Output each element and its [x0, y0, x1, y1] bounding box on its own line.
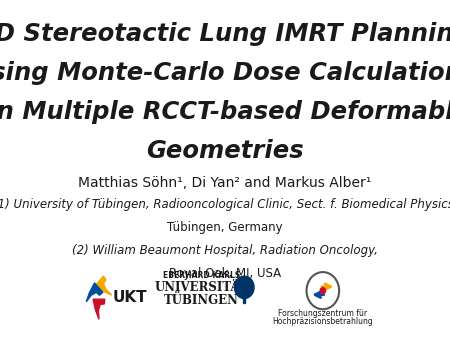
Text: on Multiple RCCT-based Deformable: on Multiple RCCT-based Deformable: [0, 100, 450, 124]
Text: (1) University of Tübingen, Radiooncological Clinic, Sect. f. Biomedical Physics: (1) University of Tübingen, Radiooncolog…: [0, 198, 450, 211]
Bar: [243, 292, 245, 303]
Polygon shape: [95, 276, 112, 295]
Text: Tübingen, Germany: Tübingen, Germany: [167, 221, 283, 234]
Text: Royal Oak, MI, USA: Royal Oak, MI, USA: [169, 267, 281, 280]
Polygon shape: [86, 283, 103, 302]
Text: 4D Stereotactic Lung IMRT Planning: 4D Stereotactic Lung IMRT Planning: [0, 22, 450, 46]
Text: Matthias Söhn¹, Di Yan² and Markus Alber¹: Matthias Söhn¹, Di Yan² and Markus Alber…: [78, 176, 372, 190]
Circle shape: [234, 276, 254, 298]
Polygon shape: [93, 299, 105, 319]
Text: UNIVERSITÄT: UNIVERSITÄT: [154, 281, 248, 294]
Text: UKT: UKT: [112, 290, 147, 305]
Text: EBERHARD KARLS: EBERHARD KARLS: [162, 271, 240, 280]
Text: (2) William Beaumont Hospital, Radiation Oncology,: (2) William Beaumont Hospital, Radiation…: [72, 244, 378, 257]
Text: Geometries: Geometries: [146, 139, 304, 163]
Text: Hochpräzisionsbetrahlung: Hochpräzisionsbetrahlung: [272, 317, 373, 326]
Text: Forschungszentrum für: Forschungszentrum für: [278, 309, 367, 318]
Text: using Monte-Carlo Dose Calculations: using Monte-Carlo Dose Calculations: [0, 61, 450, 85]
Text: TÜBINGEN: TÜBINGEN: [164, 294, 238, 307]
Circle shape: [320, 288, 325, 294]
